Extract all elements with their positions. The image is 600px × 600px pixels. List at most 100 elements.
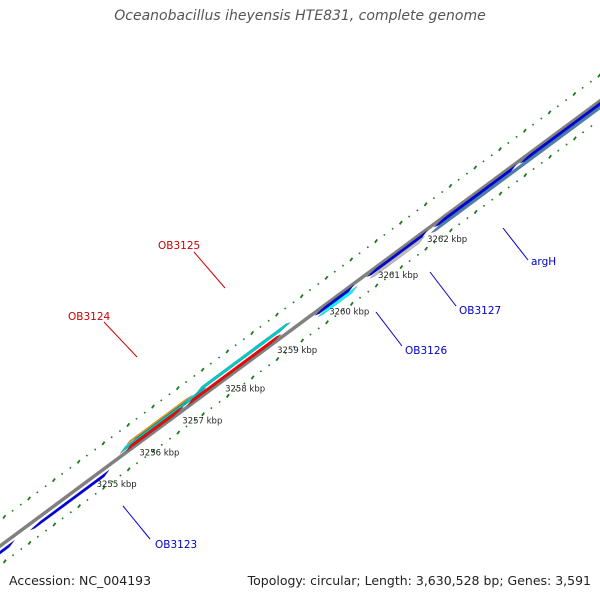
tick-mark — [36, 491, 39, 494]
genome-backbone — [0, 98, 600, 549]
tick-mark — [292, 345, 296, 348]
tick-mark — [184, 380, 188, 384]
tick-mark — [465, 172, 469, 175]
tick-mark — [44, 485, 47, 488]
tick-mark — [275, 356, 280, 362]
label-leader — [193, 251, 226, 289]
gene-ob3124-inner[interactable] — [125, 406, 184, 452]
tick-mark — [168, 393, 171, 396]
tick-mark — [299, 294, 304, 299]
tick-mark — [458, 223, 461, 226]
tick-mark — [581, 131, 585, 134]
tick-mark — [358, 296, 362, 299]
tick-mark — [572, 136, 577, 141]
label-leader — [502, 227, 529, 261]
gene-ob3126[interactable] — [314, 284, 355, 316]
tick-mark — [101, 441, 106, 446]
tick-mark — [143, 411, 146, 414]
tick-mark — [69, 511, 72, 514]
gene-ob3127-inner[interactable] — [369, 235, 425, 279]
tick-mark — [135, 462, 139, 465]
genome-summary-text: Topology: circular; Length: 3,630,528 bp… — [247, 573, 591, 588]
gene-ob3122[interactable] — [0, 539, 15, 566]
gene-features — [0, 78, 600, 566]
tick-mark — [2, 559, 7, 564]
backbone-line — [0, 98, 600, 549]
tick-mark — [349, 301, 354, 307]
tick-mark — [408, 215, 411, 218]
tick-mark — [209, 362, 212, 365]
scale-label: 3258 kbp — [225, 385, 265, 395]
tick-mark — [234, 344, 237, 347]
tick-mark — [383, 278, 386, 281]
gene-label-ob3124[interactable]: OB3124 — [68, 311, 111, 323]
tick-mark — [557, 149, 560, 152]
tick-mark — [11, 554, 15, 557]
tick-mark — [564, 98, 568, 102]
tick-mark — [531, 123, 535, 126]
tick-mark — [482, 204, 486, 207]
tick-mark — [111, 480, 114, 483]
tick-mark — [432, 197, 436, 200]
gene-ob3124[interactable] — [126, 394, 193, 445]
tick-mark — [309, 333, 312, 336]
tick-mark — [52, 522, 57, 527]
gene-label-argh[interactable]: argH — [531, 256, 556, 268]
tick-mark — [399, 264, 404, 270]
tick-mark — [218, 400, 221, 404]
tick-mark — [391, 272, 395, 275]
gene-label-ob3127[interactable]: OB3127 — [459, 305, 501, 317]
tick-mark — [589, 80, 593, 83]
tick-mark — [540, 161, 543, 165]
tick-mark — [300, 338, 305, 343]
tick-mark — [36, 535, 39, 538]
tick-mark — [268, 364, 271, 367]
tick-mark — [515, 180, 519, 183]
gene-ob3125-inner[interactable] — [186, 334, 282, 407]
tick-mark — [325, 320, 329, 325]
tick-mark — [416, 209, 419, 212]
tick-mark — [76, 459, 81, 464]
tick-mark — [94, 492, 97, 496]
accession-text: Accession: NC_004193 — [9, 573, 152, 588]
tick-mark — [27, 540, 32, 546]
scale-label: 3261 kbp — [378, 271, 418, 281]
tick-mark — [317, 327, 320, 330]
tick-mark — [259, 325, 262, 328]
tick-mark — [160, 443, 163, 446]
tick-mark — [176, 430, 181, 435]
tick-mark — [448, 183, 453, 189]
tick-mark — [556, 105, 559, 108]
tick-mark — [11, 509, 14, 512]
tick-mark — [473, 209, 478, 215]
tick-mark — [490, 154, 493, 157]
gene-label-ob3123[interactable]: OB3123 — [155, 539, 197, 551]
tick-mark — [44, 529, 48, 532]
tick-mark — [193, 374, 196, 378]
scale-label: 3262 kbp — [427, 235, 467, 245]
tick-mark — [449, 228, 453, 233]
tick-mark — [250, 330, 255, 336]
tick-mark — [126, 467, 131, 472]
map-title: Oceanobacillus iheyensis HTE831, complet… — [114, 8, 486, 24]
tick-mark — [61, 517, 64, 520]
tick-mark — [341, 264, 345, 267]
tick-mark — [424, 246, 429, 251]
gene-ob3123[interactable] — [30, 469, 110, 531]
tick-mark — [547, 110, 552, 115]
tick-mark — [200, 367, 205, 372]
tick-mark — [491, 198, 494, 201]
tick-mark — [383, 233, 386, 237]
tick-mark — [51, 477, 56, 483]
gene-ob3125[interactable] — [195, 322, 291, 395]
gene-ob3127[interactable] — [366, 229, 428, 278]
tick-mark — [225, 393, 230, 398]
gene-ob3126-outer[interactable] — [317, 285, 358, 318]
tick-mark — [77, 503, 82, 509]
gene-argh[interactable] — [430, 86, 600, 234]
gene-label-ob3126[interactable]: OB3126 — [405, 345, 448, 357]
gene-arg[interactable] — [433, 164, 517, 228]
gene-next[interactable] — [519, 78, 600, 164]
gene-label-ob3125[interactable]: OB3125 — [158, 240, 200, 252]
tick-mark — [581, 86, 584, 89]
